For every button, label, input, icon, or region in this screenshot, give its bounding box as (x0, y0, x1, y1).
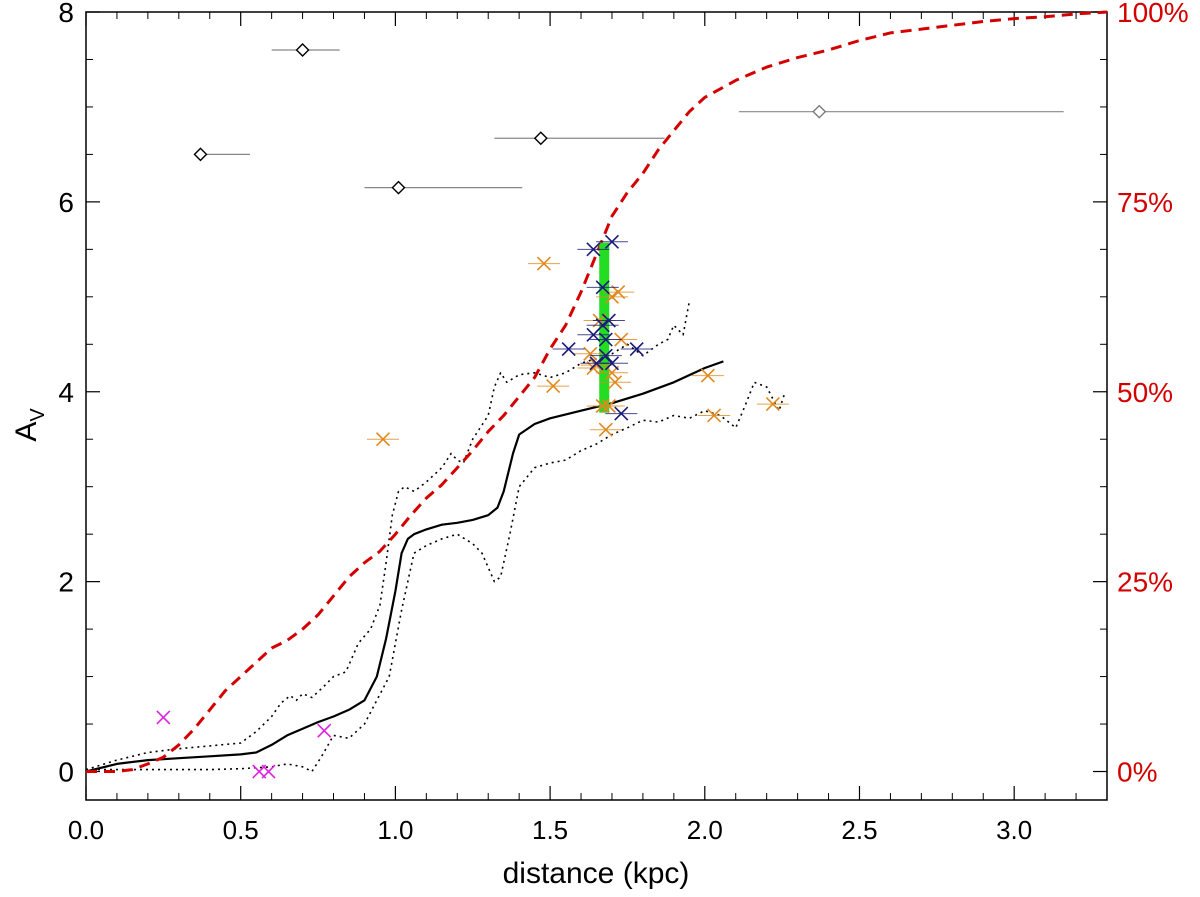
y-tick-label: 6 (58, 187, 74, 218)
orange-cross-marker (598, 422, 613, 437)
x-tick-label: 0.5 (223, 815, 259, 845)
x-tick-label: 1.5 (532, 815, 568, 845)
navy-cross-marker (586, 242, 601, 257)
diamond-marker (812, 104, 827, 119)
x-tick-label: 2.5 (841, 815, 877, 845)
orange-cross-marker (375, 432, 391, 447)
navy-cross-marker (595, 280, 610, 295)
plot-frame (85, 11, 1108, 801)
y-tick-label: 2 (58, 567, 74, 598)
right-tick-label: 50% (1117, 377, 1173, 408)
magenta-cross-marker (261, 764, 276, 779)
x-tick-label: 0.0 (68, 815, 104, 845)
y-tick-label: 0 (58, 757, 74, 788)
magenta-cross-marker (317, 723, 332, 738)
orange-cross-marker (707, 408, 722, 423)
orange-cross-marker (700, 368, 715, 383)
ticks-layer: 0.0 0.5 1.0 1.5 2.0 2.5 3.0 0 2 4 6 8 0% 25% 50% 75% 100… (58, 0, 1188, 845)
orange-cross-marker (765, 397, 780, 412)
right-tick-label: 25% (1117, 567, 1173, 598)
data-layer (85, 10, 1108, 779)
x-tick-label: 2.0 (687, 815, 723, 845)
navy-cross-marker (604, 234, 620, 249)
orange-cross-marker (546, 378, 561, 394)
right-tick-label: 100% (1117, 0, 1189, 28)
y-axis-label-sub: V (27, 408, 49, 422)
diamond-marker (193, 147, 208, 162)
y-axis-label: AV (10, 408, 49, 442)
navy-cross-marker (598, 332, 613, 347)
x-tick-label: 3.0 (996, 815, 1032, 845)
navy-cross-marker (561, 341, 576, 357)
x-tick-label: 1.0 (377, 815, 413, 845)
diamond-marker (295, 42, 310, 57)
right-tick-label: 0% (1117, 757, 1157, 788)
bound-dotted-line (86, 381, 786, 773)
magenta-cross-marker (156, 710, 171, 725)
diamond-marker (391, 180, 406, 195)
bound-dotted-line (85, 301, 691, 771)
navy-cross-marker (629, 341, 644, 357)
navy-cross-marker (614, 406, 629, 421)
orange-cross-marker (583, 346, 598, 361)
y-axis-label-main: A (10, 422, 43, 442)
diamond-marker (533, 131, 548, 146)
orange-cross-marker (536, 256, 551, 271)
y-tick-label: 4 (58, 377, 74, 408)
cumulative-dashed-line (86, 10, 1108, 773)
x-axis-label: distance (kpc) (503, 857, 690, 890)
orange-cross-marker (607, 375, 623, 390)
navy-cross-marker (601, 313, 616, 328)
median-extinction-line (85, 360, 724, 773)
navy-cross-marker (604, 356, 620, 371)
orange-cross-marker (601, 398, 616, 414)
navy-cross-marker (598, 348, 613, 363)
right-tick-label: 75% (1117, 187, 1173, 218)
y-tick-label: 8 (58, 0, 74, 28)
